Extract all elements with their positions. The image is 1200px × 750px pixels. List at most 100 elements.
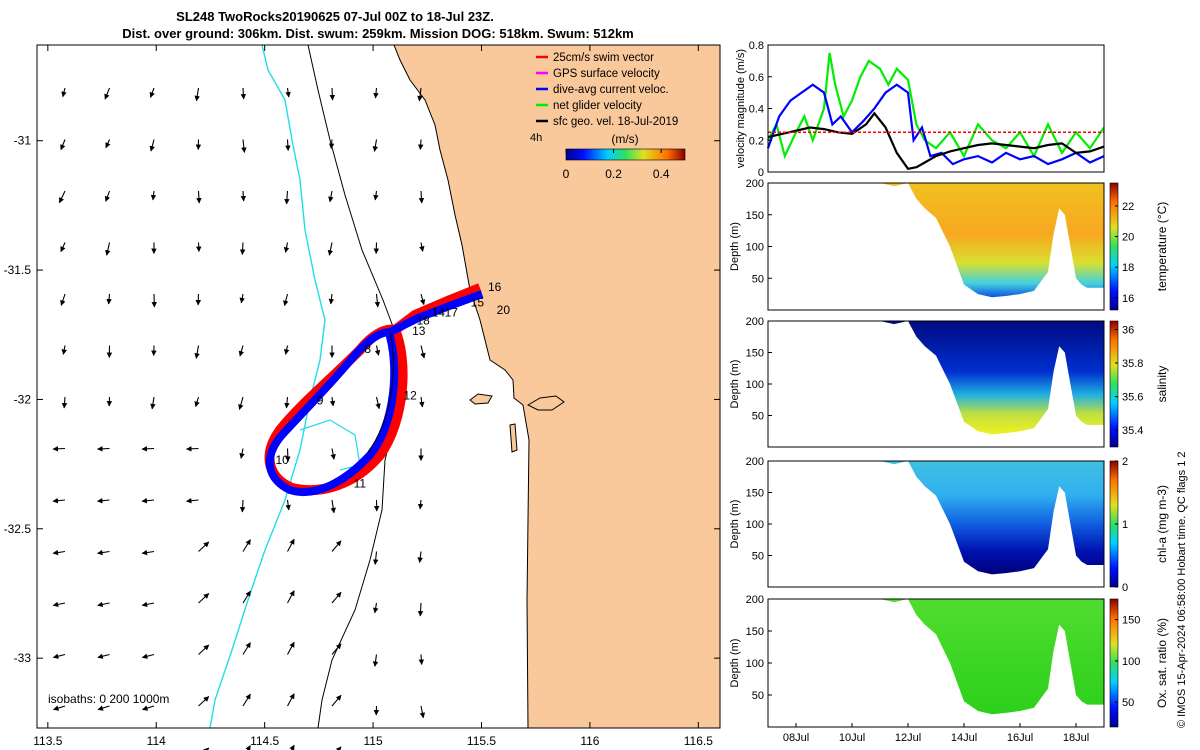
current-arrow — [327, 242, 334, 256]
current-arrow — [374, 345, 381, 356]
current-arrow — [242, 642, 251, 655]
current-arrow — [60, 242, 66, 253]
current-arrow — [61, 396, 68, 409]
ytick-label: 50 — [752, 273, 764, 285]
ytick-label: 200 — [746, 456, 764, 468]
current-arrow — [289, 744, 295, 750]
map-xtick-label: 115 — [364, 734, 383, 748]
current-arrow — [239, 242, 246, 256]
current-arrow — [60, 293, 66, 306]
current-arrow — [198, 593, 210, 604]
colorbar-tick-label: 35.6 — [1122, 392, 1143, 404]
rottnest-island — [469, 393, 493, 405]
colorbar-tick-label: 150 — [1122, 615, 1140, 627]
current-arrow — [104, 190, 111, 202]
current-arrow — [331, 643, 342, 655]
current-arrow — [329, 87, 336, 101]
xtick-label: 14Jul — [951, 732, 977, 744]
current-arrow — [417, 499, 424, 510]
current-arrow — [418, 654, 425, 666]
current-arrow — [283, 293, 289, 307]
legend-label: GPS surface velocity — [553, 68, 660, 80]
current-arrow — [417, 139, 424, 151]
map-ytick-label: -32.5 — [4, 522, 32, 536]
ytick-label: 0.4 — [749, 104, 764, 116]
track-day-label: 15 — [471, 295, 485, 309]
colorbar-tick-label: 35.4 — [1122, 425, 1143, 437]
track-day-label: 17 — [445, 306, 459, 320]
line-plot-bg — [768, 45, 1104, 172]
current-arrow — [420, 345, 426, 359]
y-axis-label: Depth (m) — [729, 222, 741, 271]
ytick-label: 100 — [746, 379, 764, 391]
current-arrow — [419, 242, 425, 252]
current-arrow — [287, 590, 295, 604]
colorbar — [1109, 598, 1119, 728]
current-arrow — [194, 87, 200, 102]
current-arrow — [185, 446, 199, 452]
ytick-label: 100 — [746, 658, 764, 670]
current-arrow — [284, 190, 290, 205]
current-arrow — [245, 745, 251, 750]
colorbar-tick-label: 0 — [563, 167, 570, 181]
current-arrow — [417, 87, 423, 102]
current-arrow — [60, 139, 66, 151]
current-arrow — [287, 641, 295, 655]
panel-2: 50 100 150 200 Depth (m) 16 18 20 22 temperature … — [729, 178, 1169, 311]
colorbar-tick-label: 0.2 — [605, 167, 622, 181]
current-arrow — [373, 87, 379, 99]
heatmap-field — [768, 461, 1104, 575]
current-arrow — [239, 448, 245, 459]
current-arrow — [198, 541, 210, 552]
xtick-label: 18Jul — [1063, 732, 1089, 744]
ytick-label: 200 — [746, 178, 764, 190]
current-arrow — [330, 448, 336, 460]
current-arrow — [61, 87, 67, 98]
legend-label: sfc geo. vel. 18-Jul-2019 — [553, 116, 678, 128]
current-arrow — [240, 190, 247, 202]
y-axis-label: Depth (m) — [729, 500, 741, 549]
current-arrow — [104, 87, 111, 100]
colorbar-tick-label: 0 — [1122, 582, 1128, 594]
current-arrow — [419, 293, 426, 306]
ytick-label: 150 — [746, 210, 764, 222]
surface-current-arrows — [52, 87, 426, 750]
current-arrow — [97, 549, 110, 556]
velocity-series — [767, 52, 1105, 160]
current-arrow — [194, 345, 200, 359]
current-arrow — [141, 446, 155, 452]
current-arrow — [372, 602, 379, 614]
colorbar-tick-label: 20 — [1122, 232, 1134, 244]
legend-tag: 4h — [530, 132, 542, 144]
current-arrow — [329, 396, 336, 407]
current-arrow — [283, 345, 290, 355]
current-arrow — [150, 190, 157, 201]
current-arrow — [149, 139, 155, 152]
panel-frame — [767, 598, 1105, 728]
current-arrow — [97, 497, 110, 504]
track-day-label: 14 — [432, 306, 446, 320]
current-arrow — [287, 693, 295, 707]
ytick-label: 150 — [746, 626, 764, 638]
panel-frame — [767, 182, 1105, 311]
current-arrow — [372, 139, 379, 152]
current-arrow — [186, 497, 199, 504]
colorbar-tick-label: 36 — [1122, 324, 1134, 336]
isobath-note: isobaths: 0 200 1000m — [48, 692, 169, 706]
velocity-series — [766, 83, 1105, 166]
current-arrow — [418, 190, 425, 204]
track-day-label: 20 — [497, 303, 511, 317]
colorbar-label: Ox. sat. ratio (%) — [1155, 618, 1169, 708]
current-arrow — [141, 497, 155, 504]
ytick-label: 50 — [752, 411, 764, 423]
heatmap-field — [768, 599, 1104, 715]
river-estuary — [526, 395, 565, 411]
legend-label: net glider velocity — [553, 100, 642, 112]
colorbar-label: chl-a (mg m-3) — [1155, 485, 1169, 563]
current-arrow — [418, 396, 425, 408]
current-arrow — [242, 539, 251, 552]
track-day-label: 16 — [488, 280, 502, 294]
current-arrow — [105, 242, 111, 256]
legend-label: dive-avg current veloc. — [553, 84, 669, 96]
colorbar — [565, 148, 686, 161]
